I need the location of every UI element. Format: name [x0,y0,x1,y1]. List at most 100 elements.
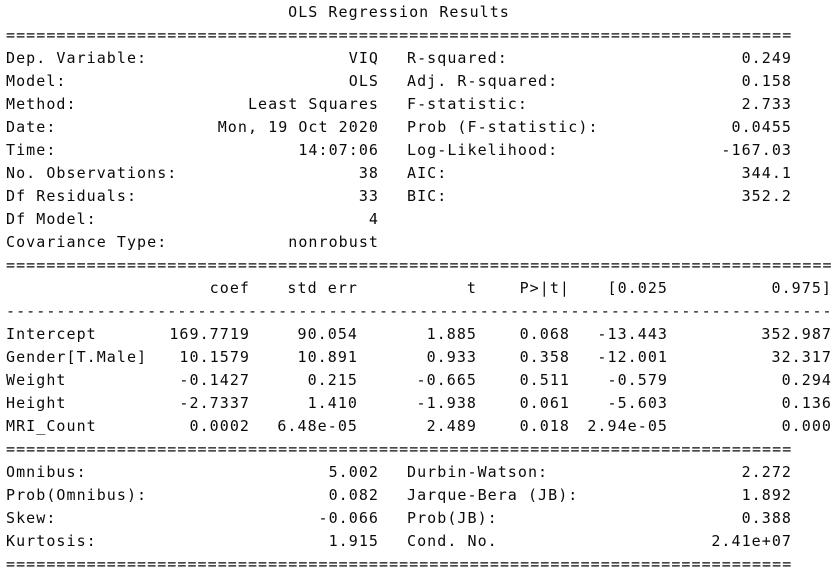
coef-cell: 10.1579 [179,348,250,366]
coef-variable: Intercept [6,325,97,343]
coef-row: MRI_Count 0.0002 6.48e-05 2.489 0.018 2.94e-0… [0,415,837,438]
info-value: VIQ [348,49,379,67]
coef-header: t [466,279,477,297]
coef-header: std err [287,279,358,297]
info-label [407,231,637,254]
info-row: Covariance Type: nonrobust [0,231,837,254]
info-value: 0.0455 [731,118,792,136]
coef-cell: -0.665 [416,371,477,389]
info-label: Df Model: [6,210,97,228]
coef-row: Height -2.7337 1.410 -1.938 0.061 -5.603 0.136 [0,392,837,415]
diagnostics-row: Prob(Omnibus): 0.082 Jarque-Bera (JB): 1.89… [0,484,837,507]
diag-label: Skew: [6,509,57,527]
info-row: Df Residuals: 33 BIC: 352.2 [0,185,837,208]
info-value: 2.733 [741,95,792,113]
info-row: Model: OLS Adj. R-squared: 0.158 [0,70,837,93]
info-value: 344.1 [741,164,792,182]
coef-row: Weight -0.1427 0.215 -0.665 0.511 -0.579 0.294 [0,369,837,392]
info-label: Covariance Type: [6,233,168,251]
coef-header: [0.025 [607,279,668,297]
coef-cell: 0.215 [307,371,358,389]
coef-cell: 10.891 [297,348,358,366]
coef-cell: 0.136 [781,394,832,412]
coef-cell: -2.7337 [179,394,250,412]
info-label: F-statistic: [407,95,528,113]
coef-cell: -1.938 [416,394,477,412]
coef-header: P>|t| [519,279,570,297]
coef-cell: 0.0002 [189,417,250,435]
coef-cell: -5.603 [607,394,668,412]
info-value: 4 [368,210,379,228]
coef-variable: Gender[T.Male] [6,348,148,366]
info-label: Df Residuals: [6,187,138,205]
diag-label: Cond. No. [407,532,498,550]
diag-label: Kurtosis: [6,532,97,550]
diag-label: Prob(Omnibus): [6,486,148,504]
coef-variable: Height [6,394,67,412]
coef-cell: -12.001 [597,348,668,366]
coef-header: coef [209,279,250,297]
info-label: Time: [6,141,57,159]
coef-cell: 0.018 [519,417,570,435]
coef-cell: 169.7719 [169,325,250,343]
info-value: 14:07:06 [298,141,379,159]
report-title: OLS Regression Results [288,3,510,21]
separator-diagnostics-top: ========================================… [6,440,793,458]
diag-value: 5.002 [328,463,379,481]
diagnostics-row: Skew: -0.066 Prob(JB): 0.388 [0,507,837,530]
coef-cell: 1.410 [307,394,358,412]
info-label: Dep. Variable: [6,49,148,67]
info-row: No. Observations: 38 AIC: 344.1 [0,162,837,185]
coef-cell: 6.48e-05 [277,417,358,435]
coef-cell: 32.317 [771,348,832,366]
coef-cell: 2.94e-05 [587,417,668,435]
separator-coef-header: ----------------------------------------… [6,302,833,320]
info-value: 0.249 [741,49,792,67]
coef-cell: 0.358 [519,348,570,366]
diag-value: 0.082 [328,486,379,504]
info-value: 38 [358,164,379,182]
info-value: OLS [348,72,379,90]
info-label: Adj. R-squared: [407,72,559,90]
info-value: -167.03 [721,141,792,159]
info-label: AIC: [407,164,448,182]
diag-value: 1.915 [328,532,379,550]
coef-header: 0.975] [771,279,832,297]
info-label: Log-Likelihood: [407,141,559,159]
coef-cell: 0.000 [781,417,832,435]
info-label [407,208,637,231]
coef-cell: 0.061 [519,394,570,412]
info-row: Time: 14:07:06 Log-Likelihood: -167.03 [0,139,837,162]
diag-value: -0.066 [318,509,379,527]
info-label: Prob (F-statistic): [407,118,599,136]
diag-label: Omnibus: [6,463,87,481]
info-value: Least Squares [247,95,379,113]
info-label: R-squared: [407,49,508,67]
diag-label: Prob(JB): [407,509,498,527]
info-row: Dep. Variable: VIQ R-squared: 0.249 [0,47,837,70]
coef-cell: 1.885 [426,325,477,343]
diag-value: 0.388 [741,509,792,527]
coef-row: Gender[T.Male] 10.1579 10.891 0.933 0.358 -12… [0,346,837,369]
diag-value: 1.892 [741,486,792,504]
diag-label: Jarque-Bera (JB): [407,486,579,504]
diag-value: 2.272 [741,463,792,481]
info-value: Mon, 19 Oct 2020 [217,118,379,136]
coef-cell: 0.511 [519,371,570,389]
info-value: nonrobust [288,233,379,251]
coef-row: Intercept 169.7719 90.054 1.885 0.068 -13.443… [0,323,837,346]
info-row: Df Model: 4 [0,208,837,231]
separator-bottom: ========================================… [6,555,793,573]
info-value [637,231,792,254]
info-value: 0.158 [741,72,792,90]
info-label: Model: [6,72,67,90]
coef-cell: -0.1427 [179,371,250,389]
coef-variable: MRI_Count [6,417,97,435]
info-value: 352.2 [741,187,792,205]
coef-cell: 90.054 [297,325,358,343]
coef-cell: 0.294 [781,371,832,389]
diag-value: 2.41e+07 [711,532,792,550]
info-value [637,208,792,231]
coef-header-row: coef std err t P>|t| [0.025 0.975] [0,277,837,300]
